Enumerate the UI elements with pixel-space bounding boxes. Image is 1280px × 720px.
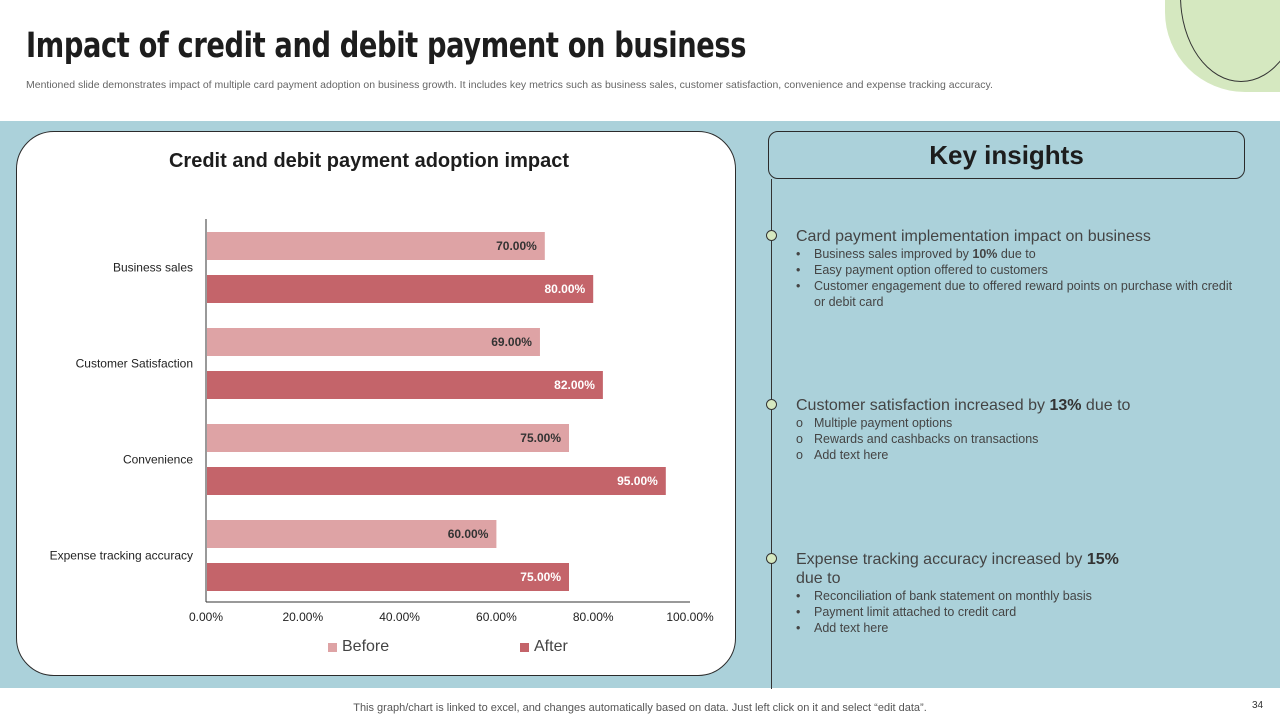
x-tick-label: 60.00% <box>476 610 517 624</box>
bar-before <box>207 328 540 356</box>
insight-heading: Expense tracking accuracy increased by 1… <box>796 551 1119 587</box>
insight-item: • Business sales improved by 10% due to <box>796 247 1036 261</box>
bar-after <box>207 467 666 495</box>
bar-before <box>207 424 569 452</box>
insight-item: • Customer engagement due to offered rewa… <box>796 279 1233 309</box>
legend-swatch-before <box>328 642 337 652</box>
category-label: Business sales <box>113 261 193 275</box>
data-label: 75.00% <box>520 570 561 584</box>
bar-before <box>207 232 545 260</box>
insight-block: Customer satisfaction increased by 13% d… <box>796 396 1236 463</box>
x-tick-label: 100.00% <box>666 610 714 624</box>
legend-label-after: After <box>534 638 568 655</box>
category-label: Convenience <box>123 453 193 467</box>
insight-item: o Rewards and cashbacks on transactions <box>796 432 1039 446</box>
slide-title: Impact of credit and debit payment on bu… <box>26 26 747 66</box>
bar-before <box>207 520 497 548</box>
legend-swatch-after <box>520 642 529 652</box>
insight-item: • Easy payment option offered to customer… <box>796 263 1048 277</box>
timeline-dot <box>766 553 777 564</box>
footer-note: This graph/chart is linked to excel, and… <box>353 702 927 714</box>
insight-item: o Add text here <box>796 448 889 462</box>
category-label: Expense tracking accuracy <box>50 549 193 563</box>
page-number: 34 <box>1252 700 1264 711</box>
insight-item: • Add text here <box>796 621 889 635</box>
legend-label-before: Before <box>342 638 390 655</box>
x-tick-label: 0.00% <box>189 610 223 624</box>
data-label: 70.00% <box>496 239 537 253</box>
insight-block: Card payment implementation impact on bu… <box>796 227 1236 310</box>
data-label: 69.00% <box>491 335 532 349</box>
legend-item-before: Before <box>328 637 389 657</box>
chart-title: Credit and debit payment adoption impact <box>168 150 570 172</box>
data-label: 80.00% <box>544 282 585 296</box>
bar-after <box>207 275 594 303</box>
x-tick-label: 80.00% <box>573 610 614 624</box>
insight-item: • Payment limit attached to credit card <box>796 605 1017 619</box>
insight-heading: Card payment implementation impact on bu… <box>796 228 1151 245</box>
data-label: 75.00% <box>520 431 561 445</box>
bar-after <box>207 563 569 591</box>
insight-block: Expense tracking accuracy increased by 1… <box>796 550 1136 636</box>
insight-item: o Multiple payment options <box>796 416 953 430</box>
category-label: Customer Satisfaction <box>76 357 193 371</box>
data-label: 82.00% <box>554 378 595 392</box>
bar-after <box>207 371 603 399</box>
legend-item-after: After <box>520 637 568 657</box>
insight-item: • Reconciliation of bank statement on mon… <box>796 589 1092 603</box>
bar-chart[interactable]: 70.00% 80.00% Business sales 69.00% 82.00% Cu… <box>0 0 740 690</box>
timeline-dot <box>766 230 777 241</box>
slide-subtitle: Mentioned slide demonstrates impact of m… <box>26 79 993 91</box>
timeline-dot <box>766 399 777 410</box>
x-tick-label: 20.00% <box>282 610 323 624</box>
key-insights-header: Key insights <box>768 131 1245 179</box>
timeline-line <box>771 179 772 689</box>
insight-heading: Customer satisfaction increased by 13% d… <box>796 397 1131 414</box>
x-tick-label: 40.00% <box>379 610 420 624</box>
data-label: 60.00% <box>448 527 489 541</box>
data-label: 95.00% <box>617 474 658 488</box>
